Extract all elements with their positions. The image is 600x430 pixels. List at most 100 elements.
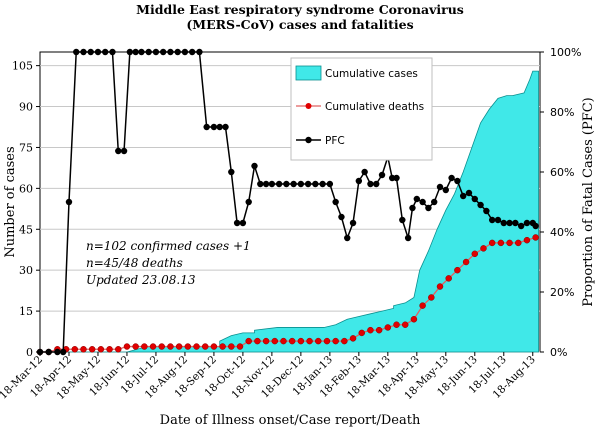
- cumulative-deaths-point: [506, 239, 513, 247]
- pfc-point: [448, 174, 455, 182]
- pfc-point: [413, 195, 421, 203]
- pfc-point: [319, 180, 326, 188]
- cumulative-deaths-point: [115, 346, 122, 353]
- pfc-point: [488, 216, 496, 224]
- pfc-point: [436, 183, 444, 191]
- cumulative-deaths-point: [401, 321, 409, 328]
- pfc-point: [523, 219, 531, 227]
- cumulative-deaths-point: [488, 239, 496, 247]
- pfc-point: [152, 48, 160, 56]
- pfc-point: [268, 180, 276, 188]
- pfc-point: [442, 186, 449, 194]
- y2-tick-label: 0%: [550, 346, 567, 359]
- cumulative-deaths-point: [332, 337, 339, 345]
- pfc-point: [454, 177, 461, 185]
- cumulative-deaths-point: [445, 275, 452, 282]
- pfc-point: [132, 48, 139, 56]
- annotation-line: Updated 23.08.13: [86, 273, 196, 287]
- pfc-point: [373, 180, 380, 188]
- pfc-point: [465, 189, 473, 197]
- pfc-point: [233, 219, 241, 227]
- cumulative-cases-area: [40, 70, 539, 353]
- cumulative-deaths-point: [149, 343, 157, 350]
- pfc-point: [494, 216, 502, 224]
- cumulative-deaths-point: [532, 234, 539, 241]
- cumulative-deaths-point: [367, 326, 374, 334]
- pfc-point: [326, 180, 334, 188]
- cumulative-deaths-point: [497, 239, 505, 247]
- cumulative-deaths-point: [358, 329, 365, 337]
- cumulative-deaths-point: [288, 337, 296, 345]
- pfc-point: [378, 171, 386, 179]
- chart-title-line: (MERS-CoV) cases and fatalities: [186, 17, 413, 32]
- pfc-point: [174, 48, 181, 56]
- pfc-point: [262, 180, 270, 188]
- pfc-point: [425, 204, 432, 212]
- cumulative-deaths-point: [393, 321, 400, 328]
- cumulative-deaths-point: [123, 343, 131, 350]
- cumulative-deaths-point: [245, 337, 252, 345]
- y-tick-label: 75: [19, 141, 33, 154]
- y2-tick-label: 80%: [550, 106, 574, 119]
- pfc-point: [275, 180, 283, 188]
- pfc-point: [500, 219, 507, 227]
- pfc-point: [459, 192, 467, 200]
- pfc-point: [196, 48, 203, 56]
- pfc-point: [87, 48, 94, 56]
- pfc-point: [404, 234, 412, 242]
- cumulative-deaths-point: [454, 266, 461, 274]
- cumulative-deaths-point: [271, 337, 279, 345]
- y2-tick-label: 60%: [550, 166, 574, 179]
- cumulative-deaths-point: [167, 343, 174, 350]
- annotation-line: n=102 confirmed cases +1: [86, 239, 251, 253]
- pfc-point: [283, 180, 290, 188]
- x-axis-title: Date of Illness onset/Case report/Death: [160, 413, 421, 428]
- cumulative-deaths-point: [480, 245, 487, 252]
- cumulative-deaths-point: [323, 337, 331, 345]
- pfc-point: [257, 180, 264, 188]
- pfc-point: [409, 204, 416, 212]
- pfc-point: [203, 123, 210, 131]
- cumulative-deaths-point: [201, 343, 209, 350]
- y-tick-label: 45: [19, 223, 33, 236]
- cumulative-deaths-point: [523, 236, 531, 244]
- legend-marker-pfc: [305, 136, 312, 144]
- pfc-point: [251, 162, 258, 170]
- pfc-point: [45, 348, 52, 356]
- chart-title-line: Middle East respiratory syndrome Coronav…: [136, 2, 464, 17]
- pfc-point: [512, 219, 519, 227]
- pfc-point: [431, 198, 438, 206]
- pfc-point: [109, 48, 116, 56]
- pfc-point: [126, 48, 134, 56]
- cumulative-deaths-point: [280, 337, 287, 345]
- pfc-point: [239, 219, 247, 227]
- pfc-point: [399, 216, 406, 224]
- cumulative-deaths-point: [210, 343, 218, 350]
- pfc-point: [532, 222, 539, 230]
- y2-tick-label: 20%: [550, 286, 574, 299]
- pfc-point: [59, 348, 67, 356]
- cumulative-deaths-point: [410, 316, 418, 323]
- pfc-point: [94, 48, 102, 56]
- pfc-point: [102, 48, 109, 56]
- cumulative-deaths-point: [262, 337, 270, 345]
- pfc-point: [65, 198, 73, 206]
- cumulative-deaths-point: [436, 283, 444, 290]
- legend-label-cases: Cumulative cases: [325, 68, 418, 80]
- pfc-point: [245, 198, 252, 206]
- cumulative-deaths-point: [471, 250, 479, 258]
- pfc-point: [349, 219, 357, 227]
- pfc-point: [181, 48, 189, 56]
- cumulative-deaths-point: [97, 346, 105, 353]
- pfc-point: [297, 180, 305, 188]
- y-tick-label: 30: [19, 264, 33, 277]
- cumulative-deaths-point: [219, 343, 226, 350]
- cumulative-deaths-point: [341, 337, 348, 345]
- y-tick-label: 0: [26, 346, 33, 359]
- cumulative-deaths-point: [306, 337, 313, 345]
- pfc-point: [477, 201, 484, 209]
- legend-marker-deaths: [305, 103, 312, 109]
- y-tick-label: 15: [19, 305, 33, 318]
